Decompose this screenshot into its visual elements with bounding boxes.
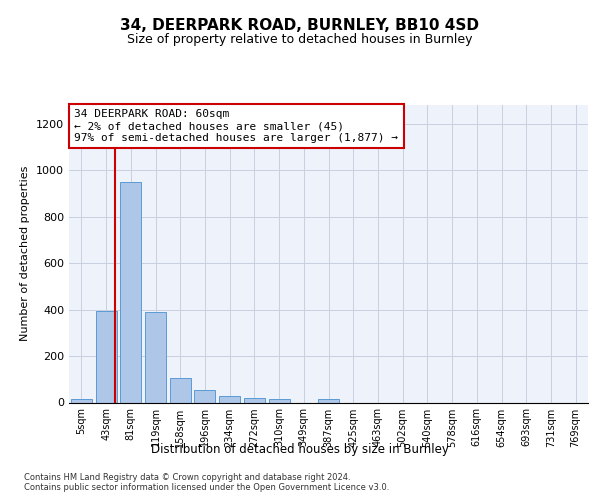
Bar <box>219 396 240 402</box>
Text: Distribution of detached houses by size in Burnley: Distribution of detached houses by size … <box>151 442 449 456</box>
Text: Size of property relative to detached houses in Burnley: Size of property relative to detached ho… <box>127 32 473 46</box>
Bar <box>71 399 92 402</box>
Bar <box>170 378 191 402</box>
Y-axis label: Number of detached properties: Number of detached properties <box>20 166 31 342</box>
Bar <box>269 399 290 402</box>
Bar <box>244 398 265 402</box>
Text: 34, DEERPARK ROAD, BURNLEY, BB10 4SD: 34, DEERPARK ROAD, BURNLEY, BB10 4SD <box>121 18 479 32</box>
Bar <box>95 310 116 402</box>
Text: Contains HM Land Registry data © Crown copyright and database right 2024.
Contai: Contains HM Land Registry data © Crown c… <box>24 472 389 492</box>
Text: 34 DEERPARK ROAD: 60sqm
← 2% of detached houses are smaller (45)
97% of semi-det: 34 DEERPARK ROAD: 60sqm ← 2% of detached… <box>74 110 398 142</box>
Bar <box>120 182 141 402</box>
Bar <box>194 390 215 402</box>
Bar <box>145 312 166 402</box>
Bar <box>318 399 339 402</box>
